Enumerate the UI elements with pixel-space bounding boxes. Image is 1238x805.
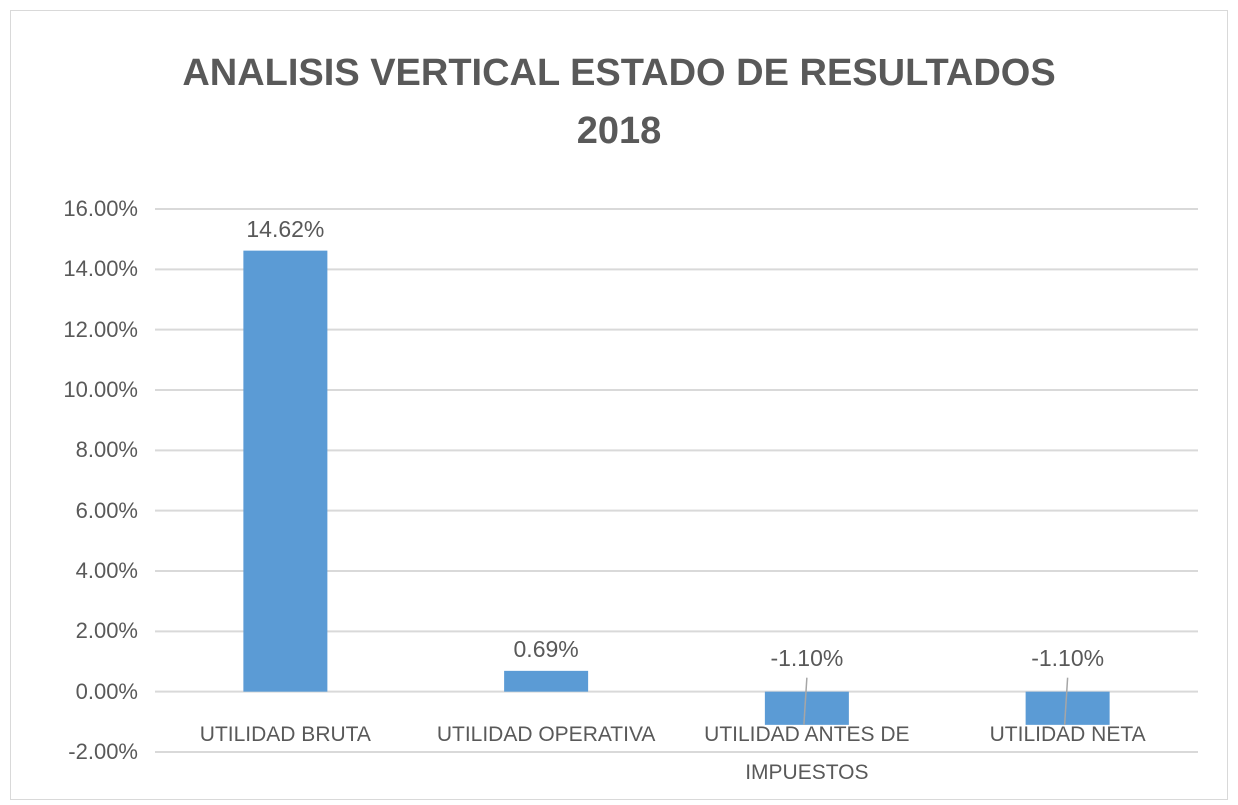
y-tick-label: 0.00% [75,678,138,704]
y-tick-label: 10.00% [63,377,138,402]
x-tick-label: UTILIDAD ANTES DE IMPUESTOS [704,722,910,784]
data-label: -1.10% [1031,644,1105,671]
x-tick-label: UTILIDAD OPERATIVA [436,722,656,746]
y-tick-label: 14.00% [63,256,138,282]
y-tick-label: 6.00% [75,497,138,523]
y-tick-label: -2.00% [68,739,138,764]
bar [504,670,589,692]
x-tick-label: UTILIDAD BRUTA [199,722,371,746]
chart-title: ANALISIS VERTICAL ESTADO DE RESULTADOS 2… [182,52,1056,152]
bar [764,691,849,725]
leader-line [803,677,808,725]
y-tick-label: 8.00% [75,437,138,463]
x-tick-label: UTILIDAD NETA [989,722,1146,746]
y-tick-label: 12.00% [63,316,138,342]
y-tick-label: 2.00% [75,618,138,644]
y-tick-label: 4.00% [75,558,138,583]
leader-line [1063,677,1069,725]
bar [243,250,328,692]
data-label: 14.62% [246,215,325,242]
y-tick-label: 16.00% [63,196,138,221]
bar [1025,691,1110,725]
chart-frame [10,10,1228,800]
data-label: 0.69% [513,635,579,662]
data-label: -1.10% [770,644,844,671]
